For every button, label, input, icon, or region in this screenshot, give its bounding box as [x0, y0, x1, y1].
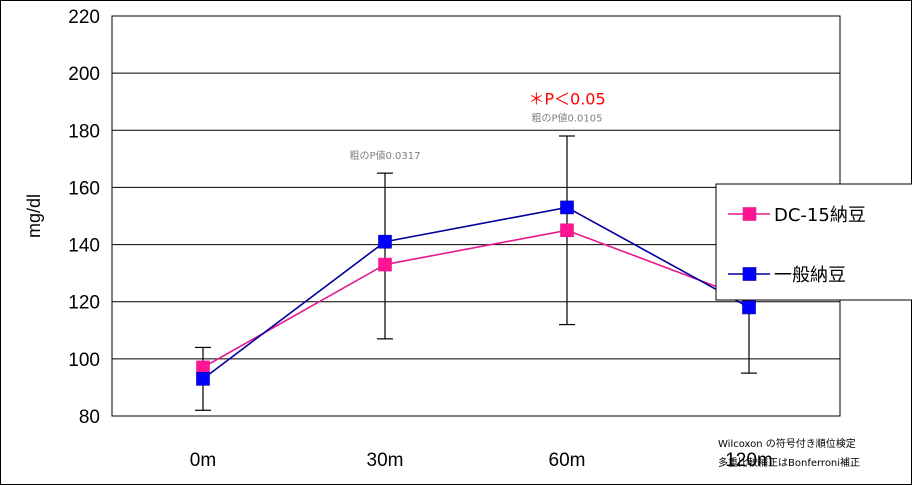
series-line [202, 229, 750, 369]
legend-label: 一般納豆 [774, 265, 846, 286]
y-tick-label: 140 [68, 236, 100, 257]
series-2 [196, 200, 756, 386]
data-point [560, 200, 574, 215]
legend-label: DC-15納豆 [774, 205, 866, 226]
data-point [196, 372, 210, 386]
y-axis-ticks: 80 100 120 140 160 180 200 220 [68, 7, 100, 428]
y-tick-label: 80 [79, 407, 100, 428]
data-point [378, 234, 392, 249]
legend-marker [742, 267, 757, 281]
legend-marker [742, 207, 757, 221]
data-point [196, 360, 210, 375]
legend-item-1: DC-15納豆 [728, 205, 866, 226]
annotation-p60raw: 粗のP値0.0105 [531, 112, 602, 125]
data-point [742, 300, 756, 315]
y-tick-label: 160 [68, 178, 100, 199]
x-tick-label: 120m [725, 450, 773, 471]
y-tick-label: 200 [68, 64, 100, 85]
data-point [378, 257, 392, 272]
series-line [202, 206, 750, 380]
annotation-p30: 粗のP値0.0317 [349, 149, 420, 162]
annotation-p60sig: ＊P＜0.05 [528, 90, 605, 109]
y-tick-label: 120 [68, 293, 100, 314]
x-tick-label: 60m [549, 450, 586, 471]
y-tick-label: 100 [68, 350, 100, 371]
footnote: Wilcoxon の符号付き順位検定 [718, 437, 856, 450]
data-point [560, 223, 574, 238]
series-lines [196, 200, 756, 386]
y-tick-label: 220 [68, 7, 100, 28]
footnote: 多重比較補正はBonferroni補正 [718, 456, 860, 469]
x-axis-ticks: 0m 30m 60m 120m [190, 450, 773, 471]
legend-item-2: 一般納豆 [728, 265, 846, 286]
error-bar [377, 172, 393, 340]
y-tick-label: 180 [68, 121, 100, 142]
x-tick-label: 0m [190, 450, 216, 471]
x-tick-label: 30m [367, 450, 404, 471]
y-axis-label: mg/dl [24, 194, 44, 238]
annotations: 粗のP値0.0317 粗のP値0.0105 ＊P＜0.05 [349, 90, 605, 162]
